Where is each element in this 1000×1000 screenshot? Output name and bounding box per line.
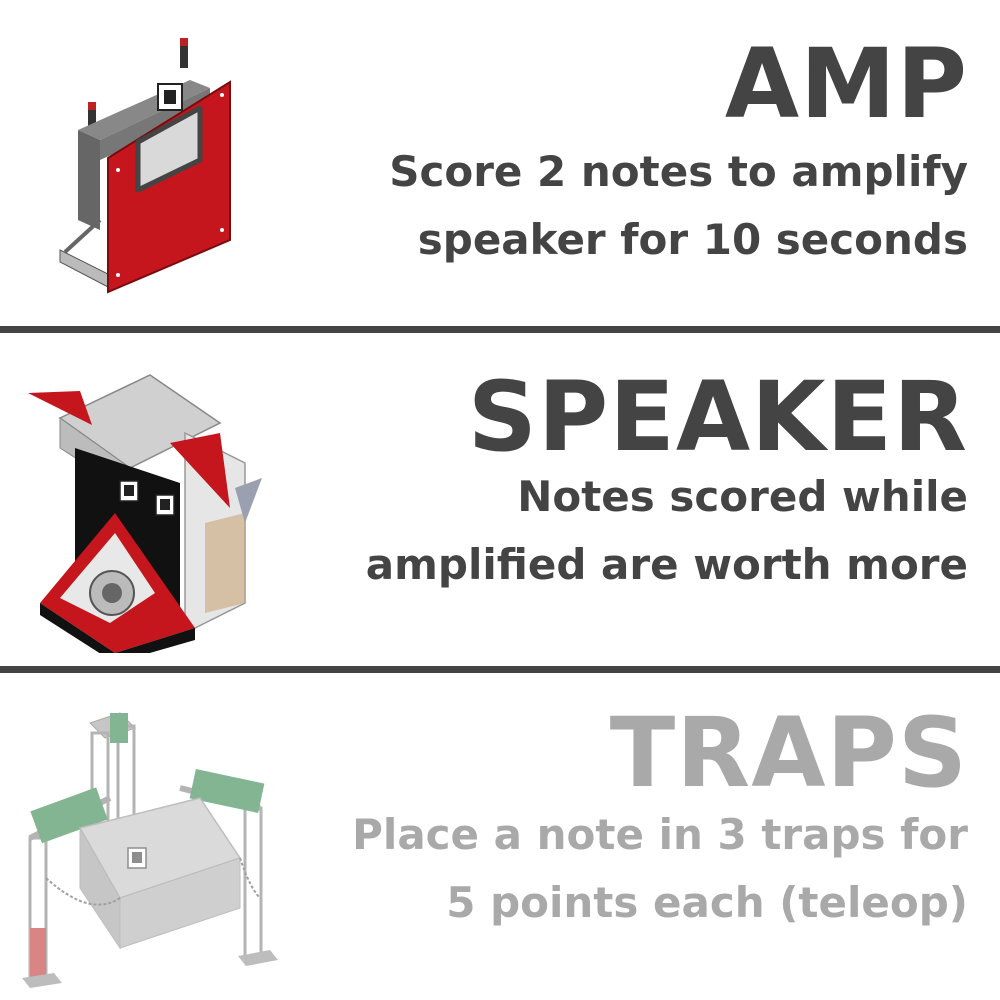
traps-title: TRAPS [609,697,968,809]
speaker-description: Notes scored while amplified are worth m… [365,472,968,589]
amp-section: AMP Score 2 notes to amplify speaker for… [0,0,1000,326]
speaker-section: SPEAKER Notes scored while amplified are… [0,333,1000,666]
section-divider [0,666,1000,673]
speaker-title: SPEAKER [467,361,968,473]
amp-description: Score 2 notes to amplify speaker for 10 … [389,147,968,264]
traps-description: Place a note in 3 traps for 5 points eac… [352,810,968,927]
amp-title: AMP [724,28,968,140]
speaker-illustration-icon [28,374,262,653]
traps-section: TRAPS Place a note in 3 traps for 5 poin… [0,673,1000,1000]
stage-truss-illustration-icon [22,712,278,988]
section-divider [0,326,1000,333]
amp-illustration-icon [59,38,231,294]
